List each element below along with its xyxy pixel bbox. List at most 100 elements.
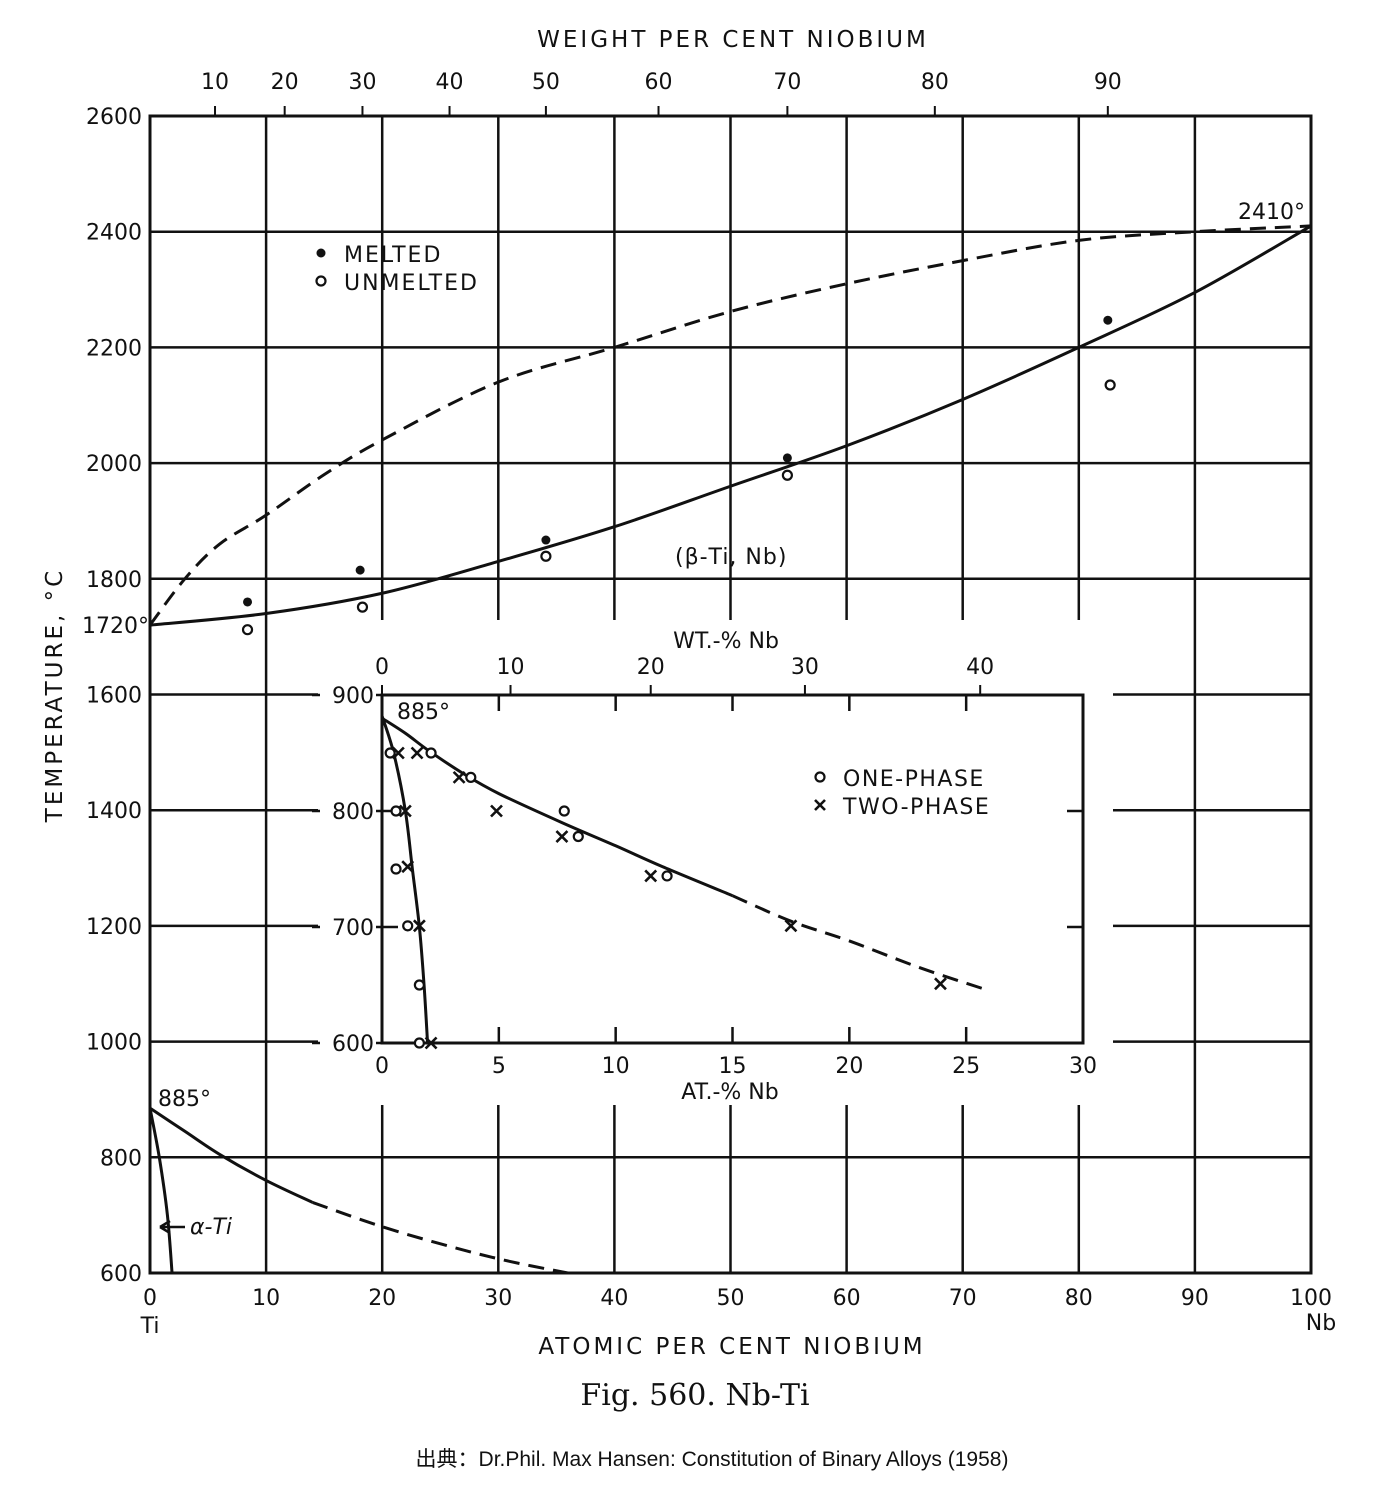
melted-point: [541, 535, 551, 545]
top-axis-tick-label: 40: [436, 70, 464, 95]
y-tick-label: 1800: [86, 568, 142, 593]
melted-point: [243, 597, 253, 607]
inset-x-tick-label: 25: [952, 1054, 980, 1079]
top-axis-title: WEIGHT PER CENT NIOBIUM: [537, 27, 929, 53]
annotation-885: 885°: [158, 1087, 211, 1112]
top-axis-tick-label: 70: [773, 70, 801, 95]
open-circle-point: [814, 771, 826, 783]
x-point: [784, 919, 798, 933]
melted-point: [1103, 315, 1113, 325]
open-circle-point: [241, 624, 254, 636]
open-circle-point: [356, 601, 369, 613]
inset-frame: [380, 693, 1085, 1045]
annotation-alpha-ti: α-Ti: [190, 1215, 232, 1240]
inset-top-tick-label: 30: [791, 655, 819, 680]
x-point: [814, 799, 826, 811]
beta-transus-curve: [149, 1106, 314, 1204]
open-circle-point: [413, 1037, 425, 1049]
inset-beta-transus-extrapolated-curve: [731, 894, 991, 993]
figure-caption: Fig. 560. Nb-Ti: [580, 1378, 809, 1413]
top-axis-tick-label: 30: [348, 70, 376, 95]
top-axis-tick-label: 20: [271, 70, 299, 95]
x-axis-title: ATOMIC PER CENT NIOBIUM: [538, 1334, 925, 1360]
open-circle-point: [1104, 379, 1116, 391]
x-point: [412, 919, 426, 933]
y-tick-label: 1000: [86, 1031, 142, 1056]
open-circle-point: [781, 469, 793, 481]
inset-y-tick-label: 700: [332, 916, 374, 941]
open-circle-point: [384, 747, 396, 759]
y-tick-label: 1200: [86, 915, 142, 940]
x-end-label-nb: Nb: [1306, 1311, 1336, 1336]
x-tick-label: 40: [600, 1286, 628, 1311]
beta-transus-extrapolated-curve: [312, 1201, 569, 1275]
x-tick-label: 20: [368, 1286, 396, 1311]
x-tick-label: 10: [252, 1286, 280, 1311]
x-point: [398, 804, 412, 818]
y-tick-label: 2000: [86, 452, 142, 477]
open-circle-point: [558, 805, 570, 817]
inset-y-tick-label: 600: [332, 1032, 374, 1057]
inset-x-tick-label: 30: [1069, 1054, 1097, 1079]
inset-top-axis-title: WT.-% Nb: [673, 629, 779, 654]
melted-point: [355, 565, 365, 575]
open-circle-point: [413, 979, 425, 991]
x-point: [410, 746, 424, 760]
annotation-beta-phase: (β-Ti, Nb): [675, 545, 787, 570]
x-tick-label: 80: [1065, 1286, 1093, 1311]
annotation-1720: 1720°: [82, 614, 149, 639]
alpha-boundary-curve: [148, 1107, 174, 1274]
x-end-label-ti: Ti: [140, 1314, 160, 1339]
x-tick-label: 70: [949, 1286, 977, 1311]
y-tick-label: 2600: [86, 105, 142, 130]
inset-x-tick-label: 20: [835, 1054, 863, 1079]
inset-top-tick-label: 20: [637, 655, 665, 680]
y-tick-label: 2400: [86, 221, 142, 246]
open-circle-point: [425, 747, 437, 759]
x-tick-label: 100: [1290, 1286, 1332, 1311]
x-point: [424, 1036, 438, 1050]
inset-x-tick-label: 5: [492, 1054, 506, 1079]
y-tick-label: 1600: [86, 684, 142, 709]
top-axis-tick-label: 10: [201, 70, 229, 95]
open-circle-point: [465, 771, 477, 783]
inset-label-bg: [320, 1030, 376, 1056]
open-circle-point: [390, 863, 402, 875]
legend-unmelted-marker: [315, 275, 327, 287]
x-tick-label: 60: [833, 1286, 861, 1311]
liquidus-curve: [148, 224, 1312, 626]
x-point: [452, 770, 466, 784]
inset-top-tick-label: 10: [497, 655, 525, 680]
open-circle-point: [402, 920, 414, 932]
inset-beta-transus-curve: [381, 716, 734, 898]
x-point: [391, 746, 405, 760]
open-circle-point: [661, 870, 673, 882]
top-axis-tick-label: 50: [532, 70, 560, 95]
inset-legend-one-phase: ONE-PHASE: [843, 767, 985, 792]
x-point: [555, 830, 569, 843]
x-point: [644, 869, 658, 883]
inset-x-tick-label: 15: [719, 1054, 747, 1079]
open-circle-point: [390, 805, 402, 817]
legend-unmelted-label: UNMELTED: [344, 271, 479, 296]
open-circle-point: [540, 550, 552, 562]
inset-label-bg: [320, 798, 376, 824]
legend-melted-marker: [316, 248, 326, 258]
x-point: [490, 804, 503, 818]
source-citation: 出典：Dr.Phil. Max Hansen: Constitution of …: [416, 1448, 1009, 1471]
annotation-2410: 2410°: [1238, 200, 1305, 225]
inset-label-bg: [320, 914, 376, 940]
inset-top-tick-label: 0: [375, 655, 389, 680]
inset-y-tick-label: 800: [332, 800, 374, 825]
legend-melted-label: MELTED: [344, 243, 442, 268]
y-tick-label: 800: [100, 1146, 142, 1171]
inset-x-tick-label: 10: [602, 1054, 630, 1079]
y-tick-label: 1400: [86, 799, 142, 824]
inset-annotation-885: 885°: [397, 700, 450, 725]
melted-point: [782, 453, 792, 463]
arrow-icon: [159, 1219, 185, 1235]
solidus-curve: [149, 224, 1312, 627]
top-axis-tick-label: 60: [645, 70, 673, 95]
x-point: [934, 977, 947, 991]
inset-y-tick-label: 900: [332, 684, 374, 709]
